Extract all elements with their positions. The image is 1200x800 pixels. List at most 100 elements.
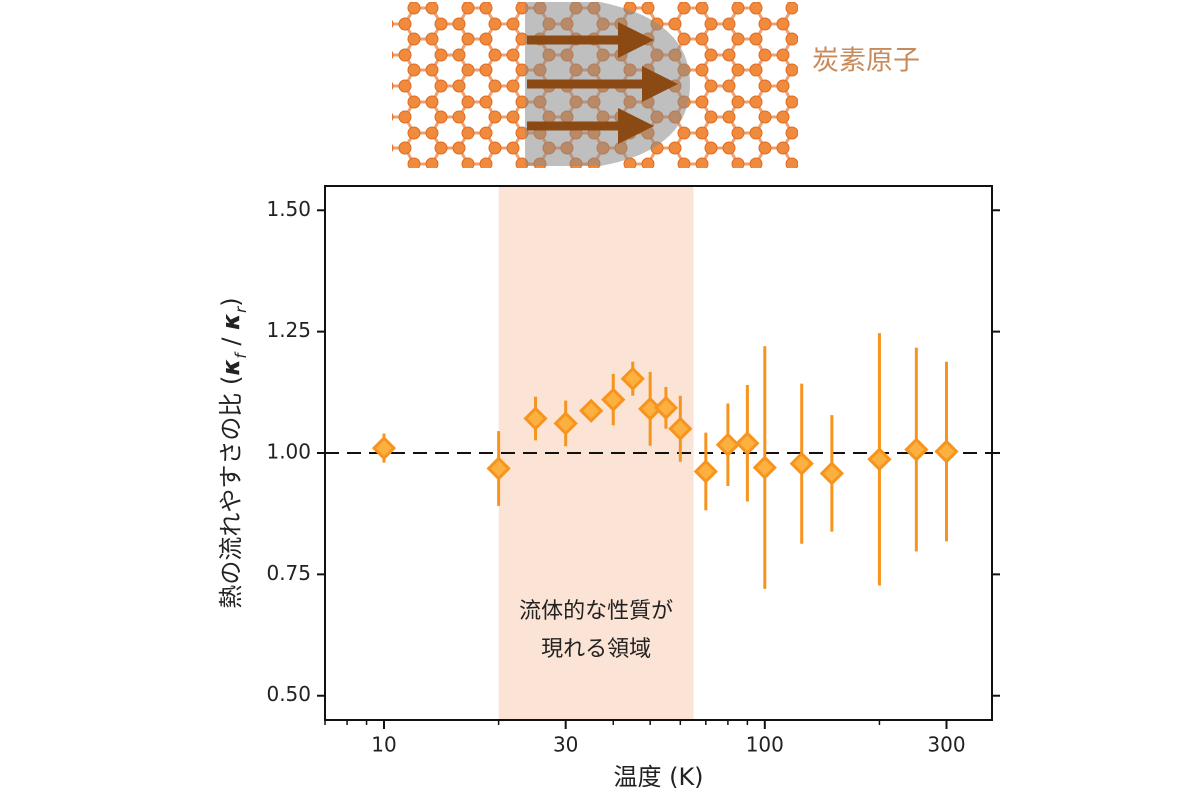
bond (351, 8, 360, 24)
atom (668, 17, 682, 31)
bond (837, 0, 846, 8)
atom (398, 141, 412, 155)
atom (804, 189, 816, 201)
atom (705, 205, 717, 217)
atom (506, 110, 520, 124)
atom (831, 173, 843, 185)
atom (425, 63, 439, 77)
atom (695, 126, 709, 140)
atom (677, 157, 691, 168)
atom (372, 2, 384, 14)
bond (351, 148, 360, 164)
bond (729, 195, 738, 211)
atom (354, 2, 366, 14)
data-point (523, 406, 548, 431)
y-tick-label: 0.50 (266, 682, 311, 706)
atom (704, 110, 718, 124)
atom (722, 110, 736, 124)
bond (810, 102, 819, 117)
atom (722, 48, 736, 62)
data-point (553, 411, 578, 436)
data-point (934, 439, 959, 464)
atom (695, 95, 709, 109)
bond (378, 8, 387, 24)
atom (813, 111, 825, 123)
bond (405, 195, 414, 211)
atom (840, 33, 852, 45)
atom (749, 157, 763, 168)
atom (398, 110, 412, 124)
bond (810, 8, 819, 24)
atom (372, 64, 384, 76)
atom (804, 127, 816, 139)
atom (785, 63, 798, 77)
data-point (715, 432, 741, 457)
atom (479, 157, 493, 168)
atom (669, 173, 681, 185)
atom (840, 189, 852, 201)
data-point (601, 387, 626, 412)
atom (722, 17, 736, 31)
bond (756, 195, 765, 211)
atom (831, 111, 843, 123)
bond (351, 117, 360, 133)
atom (776, 17, 790, 31)
y-axis-label: 熱の流れやすさの比 (κf / κr) (217, 297, 250, 608)
bond (810, 148, 819, 164)
atom (722, 141, 736, 155)
atom (435, 205, 447, 217)
bond (378, 148, 387, 164)
y-tick-label: 0.75 (266, 561, 311, 585)
atom (813, 18, 825, 30)
bond (351, 24, 360, 39)
atom (758, 141, 772, 155)
y-axis-label-part: κ (217, 313, 245, 330)
atom (813, 173, 825, 185)
atom (372, 33, 384, 45)
atom (345, 18, 357, 30)
atom (345, 80, 357, 92)
atom (758, 17, 772, 31)
atom (461, 126, 475, 140)
atom (785, 95, 798, 109)
bond (351, 164, 360, 179)
atom (426, 189, 438, 201)
bond (837, 148, 846, 164)
data-point (735, 431, 760, 456)
bond (351, 133, 360, 148)
atom (615, 173, 627, 185)
bond (351, 102, 360, 117)
y-axis-label-part: 熱の流れやすさの比 ( (217, 376, 245, 609)
atom (392, 19, 394, 29)
data-point (789, 451, 814, 476)
atom (354, 158, 366, 170)
atom (777, 205, 789, 217)
atom (831, 142, 843, 154)
atom (488, 48, 502, 62)
atom (651, 173, 663, 185)
atom (750, 189, 762, 201)
bond (378, 86, 387, 102)
atom (731, 157, 745, 168)
atom (407, 126, 421, 140)
atom (677, 32, 691, 46)
y-tick-label: 1.00 (266, 440, 311, 464)
atom (731, 63, 745, 77)
data-point (867, 447, 892, 472)
atom (434, 79, 448, 93)
bond (378, 39, 387, 55)
atom (461, 32, 475, 46)
atom (777, 173, 789, 185)
atom (804, 220, 816, 232)
atom (479, 32, 493, 46)
atom (398, 17, 412, 31)
bond (837, 195, 846, 211)
atom (813, 80, 825, 92)
plot-frame (324, 185, 993, 721)
atom (425, 157, 439, 168)
atom (749, 2, 763, 15)
atom (758, 110, 772, 124)
x-tick-label: 10 (371, 733, 396, 757)
bond (378, 70, 387, 86)
atom (749, 126, 763, 140)
